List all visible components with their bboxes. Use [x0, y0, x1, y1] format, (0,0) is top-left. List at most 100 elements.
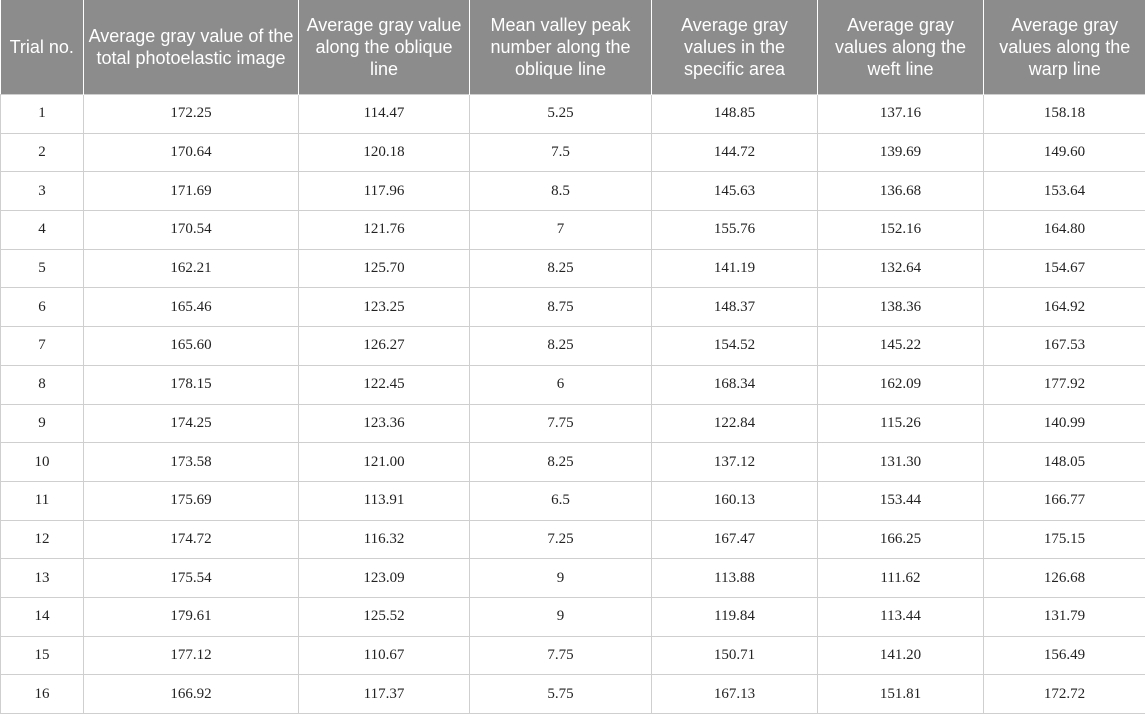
table-cell: 114.47	[299, 95, 470, 134]
table-cell: 160.13	[652, 481, 818, 520]
table-cell: 167.53	[984, 327, 1145, 366]
table-cell: 179.61	[84, 597, 299, 636]
table-cell: 175.15	[984, 520, 1145, 559]
table-cell: 119.84	[652, 597, 818, 636]
table-cell: 148.05	[984, 443, 1145, 482]
table-cell: 136.68	[818, 172, 984, 211]
header-total-image-gray: Average gray value of the total photoela…	[84, 0, 299, 95]
table-cell: 122.45	[299, 365, 470, 404]
table-cell: 165.46	[84, 288, 299, 327]
table-cell: 137.12	[652, 443, 818, 482]
table-cell: 5.25	[470, 95, 652, 134]
table-cell: 16	[1, 675, 84, 714]
table-cell: 171.69	[84, 172, 299, 211]
table-cell: 7	[470, 211, 652, 250]
table-cell: 115.26	[818, 404, 984, 443]
table-cell: 7.75	[470, 636, 652, 675]
table-cell: 162.21	[84, 249, 299, 288]
table-cell: 7.25	[470, 520, 652, 559]
header-row: Trial no. Average gray value of the tota…	[1, 0, 1145, 95]
table-cell: 175.69	[84, 481, 299, 520]
table-cell: 1	[1, 95, 84, 134]
table-cell: 144.72	[652, 133, 818, 172]
table-cell: 3	[1, 172, 84, 211]
table-cell: 138.36	[818, 288, 984, 327]
table-cell: 8.25	[470, 443, 652, 482]
header-valley-peak-number: Mean valley peak number along the obliqu…	[470, 0, 652, 95]
table-cell: 139.69	[818, 133, 984, 172]
table-cell: 158.18	[984, 95, 1145, 134]
table-cell: 155.76	[652, 211, 818, 250]
table-cell: 162.09	[818, 365, 984, 404]
table-cell: 174.25	[84, 404, 299, 443]
table-cell: 132.64	[818, 249, 984, 288]
table-cell: 7.75	[470, 404, 652, 443]
table-cell: 117.96	[299, 172, 470, 211]
table-cell: 164.80	[984, 211, 1145, 250]
table-cell: 4	[1, 211, 84, 250]
table-cell: 165.60	[84, 327, 299, 366]
table-cell: 156.49	[984, 636, 1145, 675]
table-cell: 113.44	[818, 597, 984, 636]
table-cell: 117.37	[299, 675, 470, 714]
table-cell: 164.92	[984, 288, 1145, 327]
table-cell: 8.25	[470, 327, 652, 366]
table-cell: 145.63	[652, 172, 818, 211]
table-cell: 178.15	[84, 365, 299, 404]
table-cell: 8.25	[470, 249, 652, 288]
table-cell: 10	[1, 443, 84, 482]
header-specific-area-gray: Average gray values in the specific area	[652, 0, 818, 95]
table-cell: 172.25	[84, 95, 299, 134]
table-cell: 152.16	[818, 211, 984, 250]
table-cell: 7	[1, 327, 84, 366]
table-cell: 111.62	[818, 559, 984, 598]
table-cell: 166.77	[984, 481, 1145, 520]
table-cell: 170.64	[84, 133, 299, 172]
table-cell: 125.52	[299, 597, 470, 636]
table-cell: 123.36	[299, 404, 470, 443]
header-oblique-gray: Average gray value along the oblique lin…	[299, 0, 470, 95]
table-cell: 116.32	[299, 520, 470, 559]
table-cell: 122.84	[652, 404, 818, 443]
table-cell: 11	[1, 481, 84, 520]
table-cell: 167.13	[652, 675, 818, 714]
table-cell: 173.58	[84, 443, 299, 482]
table-cell: 113.91	[299, 481, 470, 520]
table-cell: 113.88	[652, 559, 818, 598]
table-cell: 14	[1, 597, 84, 636]
table-cell: 121.76	[299, 211, 470, 250]
table-cell: 153.64	[984, 172, 1145, 211]
table-cell: 123.09	[299, 559, 470, 598]
table-cell: 121.00	[299, 443, 470, 482]
table-cell: 137.16	[818, 95, 984, 134]
table-cell: 141.20	[818, 636, 984, 675]
table-cell: 151.81	[818, 675, 984, 714]
table-cell: 12	[1, 520, 84, 559]
table-cell: 166.92	[84, 675, 299, 714]
table-cell: 145.22	[818, 327, 984, 366]
table-cell: 9	[1, 404, 84, 443]
table-cell: 6	[470, 365, 652, 404]
table-cell: 126.68	[984, 559, 1145, 598]
table-cell: 5	[1, 249, 84, 288]
table-cell: 6	[1, 288, 84, 327]
table-cell: 15	[1, 636, 84, 675]
table-cell: 148.37	[652, 288, 818, 327]
table-cell: 120.18	[299, 133, 470, 172]
table-cell: 125.70	[299, 249, 470, 288]
table-cell: 168.34	[652, 365, 818, 404]
table-cell: 153.44	[818, 481, 984, 520]
table-cell: 9	[470, 559, 652, 598]
